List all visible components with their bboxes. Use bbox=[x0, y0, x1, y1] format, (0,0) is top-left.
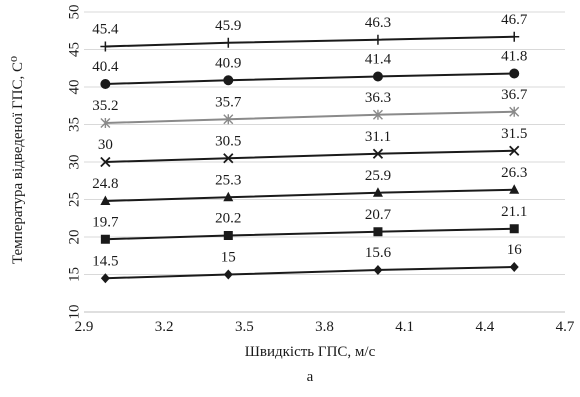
data-point bbox=[509, 31, 520, 42]
data-label: 45.4 bbox=[92, 22, 119, 38]
data-point bbox=[509, 262, 519, 272]
data-point bbox=[509, 68, 520, 79]
data-label: 36.7 bbox=[501, 87, 528, 103]
data-label: 25.3 bbox=[215, 172, 241, 188]
x-tick-label: 3.8 bbox=[315, 319, 334, 335]
data-label: 19.7 bbox=[92, 214, 119, 230]
series-line bbox=[105, 227, 515, 241]
series-diamond bbox=[100, 262, 519, 284]
data-label: 31.5 bbox=[501, 126, 527, 142]
data-point bbox=[100, 234, 110, 244]
data-point bbox=[223, 231, 233, 240]
y-tick-label: 20 bbox=[66, 230, 82, 245]
data-label: 45.9 bbox=[215, 18, 241, 34]
data-label: 20.7 bbox=[365, 207, 392, 223]
data-point bbox=[372, 71, 383, 82]
y-tick-label: 25 bbox=[66, 192, 82, 207]
data-label: 41.8 bbox=[501, 49, 527, 65]
y-tick-label: 30 bbox=[66, 155, 82, 170]
data-point bbox=[509, 184, 520, 194]
data-point bbox=[100, 41, 111, 52]
series-square bbox=[100, 224, 519, 244]
data-label: 26.3 bbox=[501, 165, 527, 181]
data-label: 20.2 bbox=[215, 211, 241, 227]
data-point bbox=[100, 118, 111, 128]
data-label: 36.3 bbox=[365, 90, 391, 106]
data-labels: 45.4 45.9 46.3 46.7 40.4 40.9 41.4 41.8 35.2 35.7… bbox=[92, 12, 528, 270]
x-tick-label: 4.4 bbox=[475, 319, 494, 335]
data-point bbox=[509, 106, 520, 117]
y-tick-label: 50 bbox=[66, 5, 82, 20]
y-axis-title: Температура відведеної ГПС, С⁰ bbox=[10, 56, 26, 264]
data-label: 41.4 bbox=[365, 52, 392, 68]
data-label: 40.4 bbox=[92, 59, 119, 75]
series-star bbox=[100, 106, 520, 128]
data-point bbox=[372, 148, 384, 159]
y-tick-label: 10 bbox=[66, 305, 82, 320]
data-label: 46.3 bbox=[365, 15, 391, 31]
data-point bbox=[100, 195, 111, 205]
data-label: 15 bbox=[221, 250, 236, 266]
data-point bbox=[223, 75, 234, 86]
series-line bbox=[105, 35, 515, 48]
y-tick-label: 15 bbox=[66, 267, 82, 282]
series-line bbox=[105, 266, 515, 280]
series-line bbox=[105, 110, 515, 124]
x-tick-label: 3.5 bbox=[235, 319, 254, 335]
data-point bbox=[373, 265, 383, 275]
data-point bbox=[372, 187, 383, 197]
data-label: 31.1 bbox=[365, 129, 391, 145]
data-label: 15.6 bbox=[365, 245, 392, 261]
data-point bbox=[509, 224, 519, 234]
data-label: 30 bbox=[98, 137, 113, 153]
data-point bbox=[100, 79, 111, 89]
series-layer bbox=[100, 31, 520, 284]
data-point bbox=[223, 191, 234, 202]
data-point bbox=[373, 227, 383, 237]
x-tick-label: 3.2 bbox=[155, 319, 174, 335]
x-tick-label: 4.1 bbox=[395, 319, 414, 335]
series-line bbox=[105, 188, 515, 202]
y-tick-label: 35 bbox=[66, 117, 82, 132]
data-point bbox=[100, 273, 110, 284]
data-label: 25.9 bbox=[365, 168, 391, 184]
x-tick-label: 4.7 bbox=[556, 319, 575, 335]
data-label: 24.8 bbox=[92, 176, 118, 192]
data-point bbox=[223, 37, 234, 48]
series-circle bbox=[100, 68, 520, 89]
data-label: 35.2 bbox=[92, 98, 118, 114]
data-label: 14.5 bbox=[92, 253, 118, 269]
figure-caption: а bbox=[307, 369, 314, 385]
data-label: 16 bbox=[507, 242, 523, 258]
data-point bbox=[509, 145, 520, 156]
data-point bbox=[223, 114, 234, 125]
series-x bbox=[100, 145, 520, 168]
series-plus bbox=[100, 31, 520, 52]
series-line bbox=[105, 149, 515, 163]
data-label: 40.9 bbox=[215, 55, 241, 71]
x-tick-label: 2.9 bbox=[75, 319, 94, 335]
data-label: 30.5 bbox=[215, 133, 241, 149]
axes: 10 15 20 25 30 35 40 45 50 2.9 3.2 3.5 3.8 4.1 4.4 4.7 bbox=[66, 5, 574, 336]
data-point bbox=[223, 269, 233, 280]
data-point bbox=[223, 153, 234, 164]
data-label: 46.7 bbox=[501, 12, 528, 28]
data-point bbox=[372, 109, 383, 120]
data-point bbox=[100, 156, 111, 168]
data-point bbox=[372, 34, 383, 45]
x-axis-title: Швидкість ГПС, м/с bbox=[245, 344, 376, 360]
series-triangle bbox=[100, 184, 520, 205]
y-tick-label: 40 bbox=[66, 80, 82, 95]
y-tick-label: 45 bbox=[66, 42, 82, 57]
data-label: 21.1 bbox=[501, 204, 527, 220]
data-label: 35.7 bbox=[215, 94, 242, 110]
series-line bbox=[105, 72, 515, 85]
